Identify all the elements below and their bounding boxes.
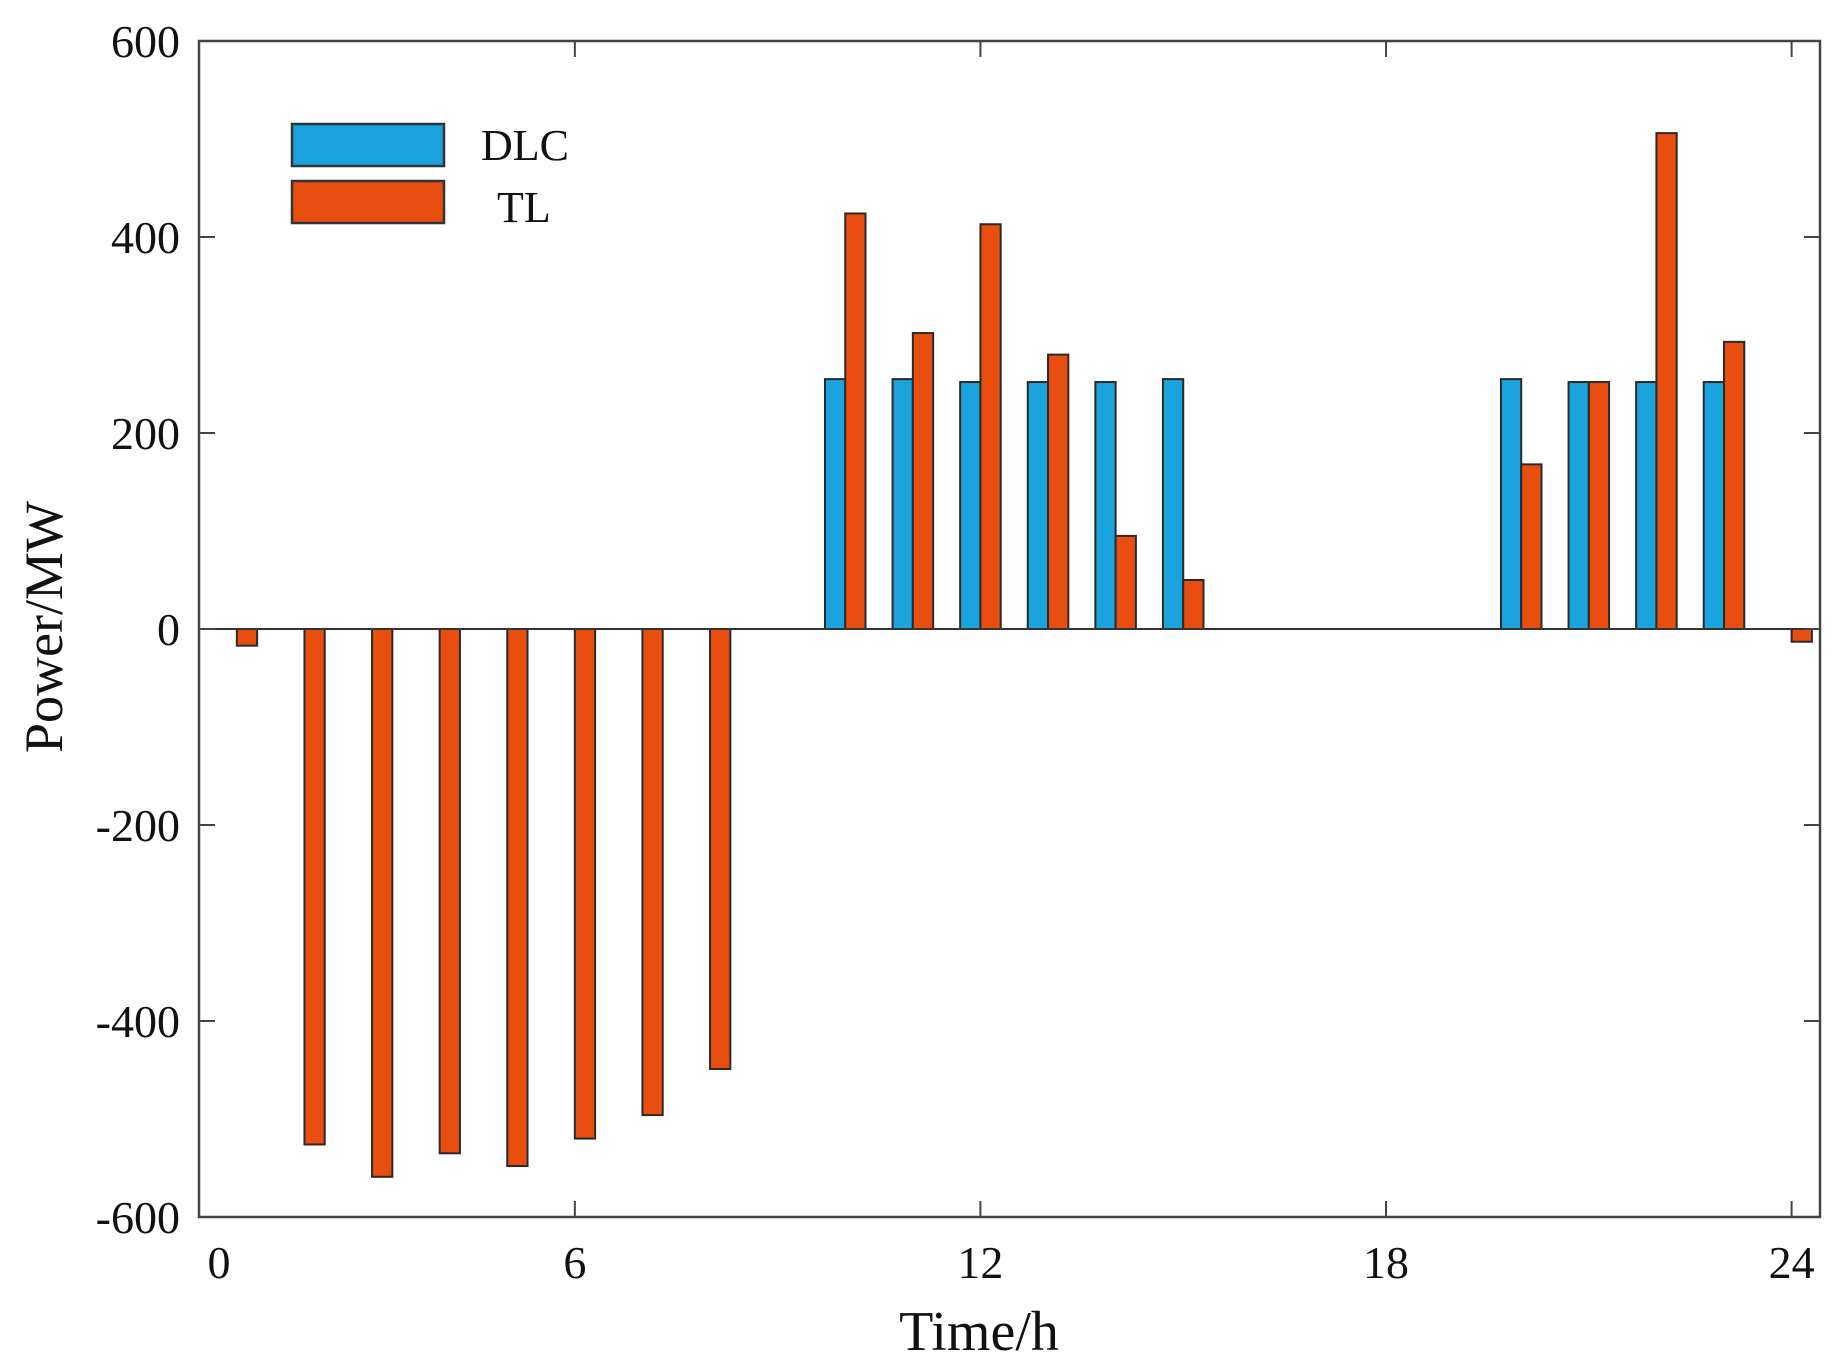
bar-dlc-hour-23 <box>1702 381 1726 631</box>
bar-tl-hour-24 <box>1790 628 1813 643</box>
bar-tl-hour-2 <box>303 628 326 1146</box>
bar-dlc-hour-10 <box>823 378 847 630</box>
bar-series-group <box>235 132 1813 1178</box>
bar-dlc-hour-14 <box>1094 381 1117 631</box>
bar-tl-hour-4 <box>438 628 461 1155</box>
y-tick-label-200: 200 <box>111 408 180 459</box>
bar-tl-hour-7 <box>641 628 664 1117</box>
y-tick-label--600: -600 <box>96 1192 180 1243</box>
y-tick-label--200: -200 <box>96 800 180 851</box>
y-tick-label-400: 400 <box>111 212 180 263</box>
axis-ticks-group: 600 400 200 0 -200 -400 -600 0 6 12 18 24 <box>96 16 1820 1288</box>
plot-frame <box>197 39 1822 1219</box>
bar-dlc-hour-20 <box>1499 378 1523 630</box>
y-tick-label-0: 0 <box>157 604 180 655</box>
x-tick-label-24: 24 <box>1769 1237 1815 1288</box>
bar-dlc-hour-13 <box>1026 381 1050 631</box>
bar-tl-hour-10 <box>844 212 867 630</box>
x-tick-label-0: 0 <box>208 1237 231 1288</box>
bar-dlc-hour-21 <box>1567 381 1590 631</box>
bar-tl-hour-20 <box>1520 463 1543 630</box>
bar-tl-hour-11 <box>911 332 935 630</box>
legend-label-dlc: DLC <box>481 121 569 170</box>
legend-swatch-dlc <box>290 122 446 168</box>
y-axis-label: Power/MW <box>14 501 74 753</box>
x-tick-label-6: 6 <box>563 1237 586 1288</box>
x-axis-label: Time/h <box>899 1301 1059 1363</box>
bar-tl-hour-23 <box>1723 340 1746 630</box>
bar-tl-hour-6 <box>573 628 597 1140</box>
bar-dlc-hour-22 <box>1635 381 1658 631</box>
bar-dlc-hour-15 <box>1161 378 1185 630</box>
bar-dlc-hour-12 <box>959 381 982 631</box>
bar-tl-hour-21 <box>1587 381 1611 631</box>
bar-tl-hour-15 <box>1182 579 1205 630</box>
bar-dlc-hour-11 <box>891 378 914 630</box>
x-tick-label-12: 12 <box>957 1237 1003 1288</box>
bar-tl-hour-1 <box>235 628 259 647</box>
y-tick-label-600: 600 <box>111 16 180 67</box>
bar-tl-hour-5 <box>506 628 529 1168</box>
bar-tl-hour-12 <box>979 223 1002 630</box>
bar-tl-hour-13 <box>1047 353 1070 630</box>
legend-label-tl: TL <box>497 183 551 232</box>
legend-swatch-tl <box>290 179 446 225</box>
bar-tl-hour-22 <box>1655 132 1678 630</box>
legend: DLC TL <box>290 121 569 232</box>
bar-tl-hour-8 <box>709 628 732 1071</box>
y-tick-label--400: -400 <box>96 996 180 1047</box>
x-tick-label-18: 18 <box>1363 1237 1409 1288</box>
bar-tl-hour-14 <box>1114 534 1137 631</box>
bar-tl-hour-3 <box>371 628 394 1178</box>
